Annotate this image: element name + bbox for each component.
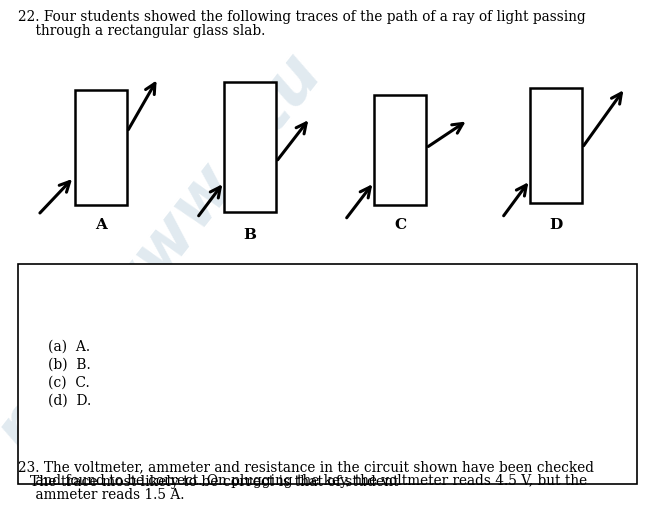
- Text: ps.//www.stu: ps.//www.stu: [0, 42, 335, 466]
- Text: The trace most likely to be correct is that of student: The trace most likely to be correct is t…: [30, 475, 399, 489]
- Text: ammeter reads 1.5 A.: ammeter reads 1.5 A.: [18, 488, 185, 502]
- Text: (a)  A.: (a) A.: [48, 340, 90, 354]
- Text: B: B: [244, 228, 257, 242]
- Text: and found to be correct. On plugging the key, the voltmeter reads 4.5 V, but the: and found to be correct. On plugging the…: [18, 474, 587, 488]
- Text: (b)  B.: (b) B.: [48, 358, 91, 372]
- Bar: [374, 95, 426, 205]
- Text: 22. Four students showed the following traces of the path of a ray of light pass: 22. Four students showed the following t…: [18, 10, 586, 24]
- Text: through a rectangular glass slab.: through a rectangular glass slab.: [18, 24, 265, 38]
- Bar: [75, 90, 127, 205]
- Bar: [18, 264, 637, 484]
- Bar: [530, 88, 582, 203]
- Text: A: A: [95, 218, 107, 232]
- Text: (c)  C.: (c) C.: [48, 376, 90, 390]
- Bar: [224, 82, 276, 212]
- Text: 23. The voltmeter, ammeter and resistance in the circuit shown have been checked: 23. The voltmeter, ammeter and resistanc…: [18, 460, 594, 474]
- Text: (d)  D.: (d) D.: [48, 394, 91, 408]
- Text: C: C: [394, 218, 406, 232]
- Text: D: D: [550, 218, 563, 232]
